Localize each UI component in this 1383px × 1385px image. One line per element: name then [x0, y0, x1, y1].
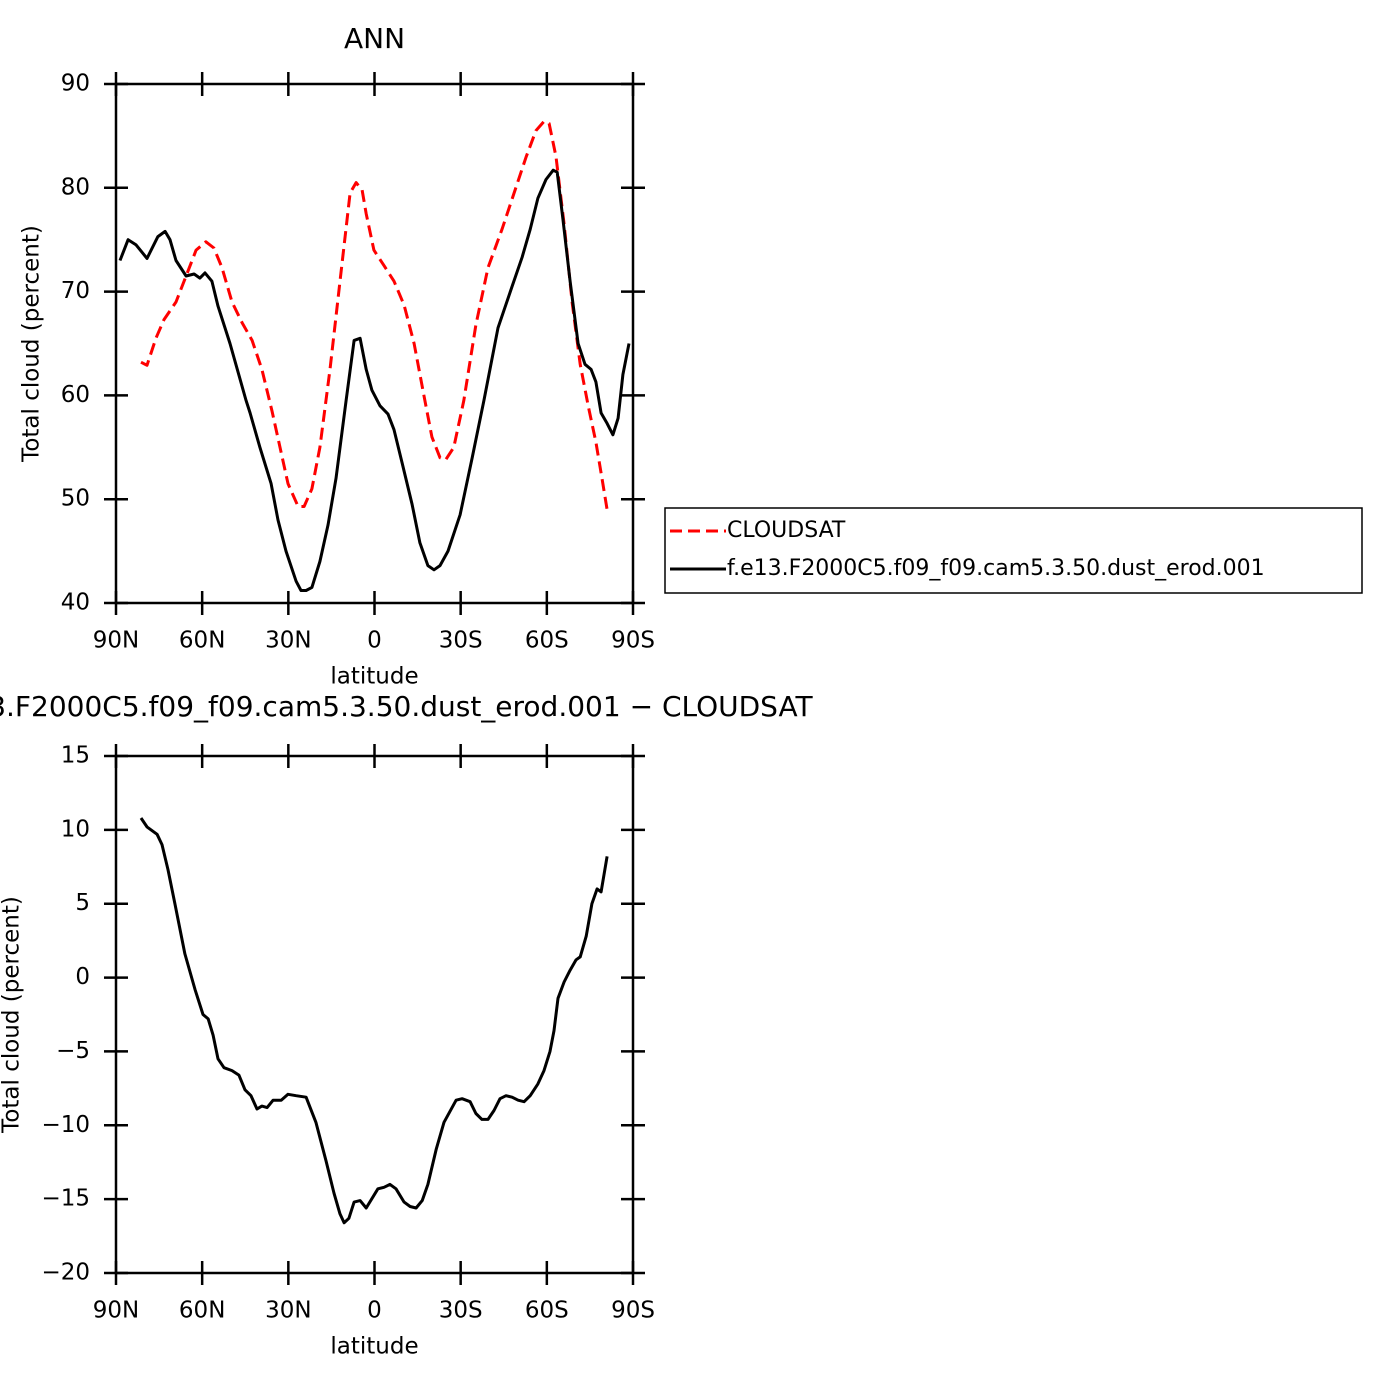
y-tick-label: 40 [61, 590, 90, 616]
chart-title: ANN [344, 22, 405, 55]
x-tick-label: 30N [265, 628, 311, 654]
x-tick-label: 90N [93, 628, 139, 654]
x-axis-label: latitude [330, 664, 418, 690]
y-tick-label: −20 [41, 1260, 90, 1286]
y-tick-label: 0 [75, 964, 90, 990]
x-tick-label: 60N [179, 1298, 225, 1324]
y-tick-label: −10 [41, 1112, 90, 1138]
y-tick-label: 80 [61, 174, 90, 200]
y-tick-label: 5 [75, 890, 90, 916]
y-tick-label: −15 [41, 1186, 90, 1212]
x-tick-label: 30N [265, 1298, 311, 1324]
y-tick-label: −5 [56, 1038, 90, 1064]
chart-title: f.e13.F2000C5.f09_f09.cam5.3.50.dust_ero… [0, 690, 813, 723]
x-tick-label: 30S [439, 1298, 483, 1324]
x-tick-label: 60S [525, 628, 569, 654]
x-tick-label: 60N [179, 628, 225, 654]
x-tick-label: 90N [93, 1298, 139, 1324]
y-tick-label: 15 [61, 743, 90, 769]
x-tick-label: 90S [611, 628, 655, 654]
x-tick-label: 0 [367, 628, 382, 654]
y-tick-label: 90 [61, 71, 90, 97]
legend-label: f.e13.F2000C5.f09_f09.cam5.3.50.dust_ero… [727, 556, 1265, 581]
y-tick-label: 70 [61, 278, 90, 304]
y-axis-label: Total cloud (percent) [19, 225, 45, 463]
data-line [139, 817, 609, 1225]
x-tick-label: 90S [611, 1298, 655, 1324]
x-tick-label: 30S [439, 628, 483, 654]
x-axis-label: latitude [330, 1334, 418, 1360]
y-axis-label: Total cloud (percent) [0, 896, 25, 1134]
y-tick-label: 10 [61, 816, 90, 842]
data-line [118, 168, 631, 592]
legend-label: CLOUDSAT [727, 518, 846, 543]
y-tick-label: 60 [61, 382, 90, 408]
x-tick-label: 60S [525, 1298, 569, 1324]
x-tick-label: 0 [367, 1298, 382, 1324]
legend-box [664, 507, 1363, 594]
data-line [140, 119, 609, 510]
y-tick-label: 50 [61, 486, 90, 512]
